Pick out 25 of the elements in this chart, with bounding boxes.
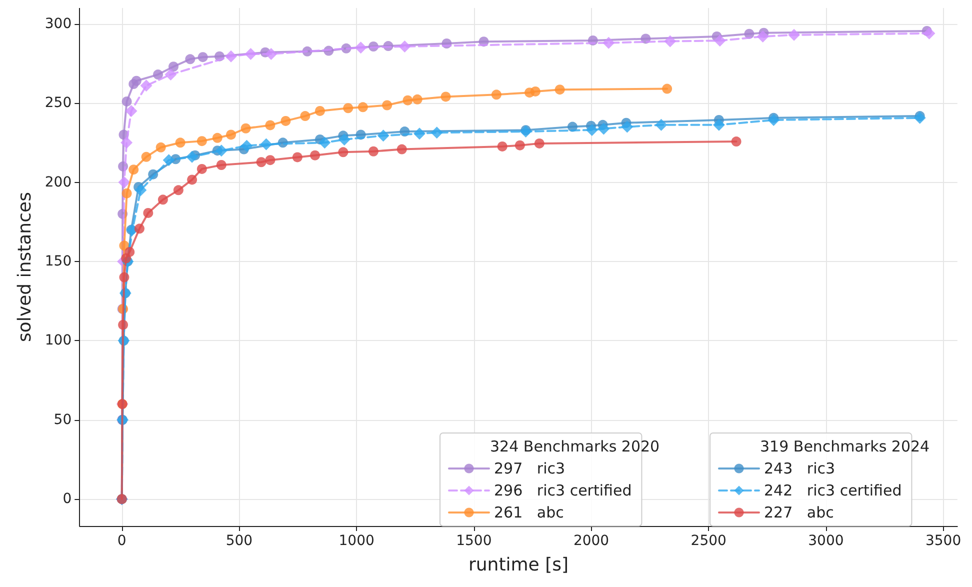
y-tick-label: 200 [44,174,72,190]
x-tick-label: 500 [226,533,253,549]
x-tick-label: 1000 [338,533,374,549]
y-tick-label: 100 [44,332,72,349]
y-tick-label: 0 [62,491,72,508]
y-tick-label: 250 [44,95,72,112]
x-tick-label: 1500 [456,533,492,549]
y-axis-title: solved instances [14,192,36,342]
legend-label: 261 abc [494,504,564,522]
legend-label: 243 ric3 [764,460,836,478]
x-tick-label: 0 [117,533,126,549]
y-tick-label: 300 [44,16,72,32]
legend-label: 242 ric3 certified [764,482,902,500]
x-tick-label: 2000 [573,533,610,549]
x-axis-title: runtime [s] [468,554,569,576]
text: 324 Benchmarks 2020 [490,438,660,456]
legend-label: 297 ric3 [494,460,566,478]
y-tick-label: 150 [44,253,72,270]
legend-label: 296 ric3 certified [494,482,632,500]
legend-label: 227 abc [764,504,834,522]
text: 319 Benchmarks 2024 [760,438,930,456]
y-tick-label: 50 [54,412,72,428]
x-tick-label: 3000 [808,533,844,549]
x-tick-label: 2500 [690,533,726,549]
x-tick-label: 3500 [925,533,962,549]
